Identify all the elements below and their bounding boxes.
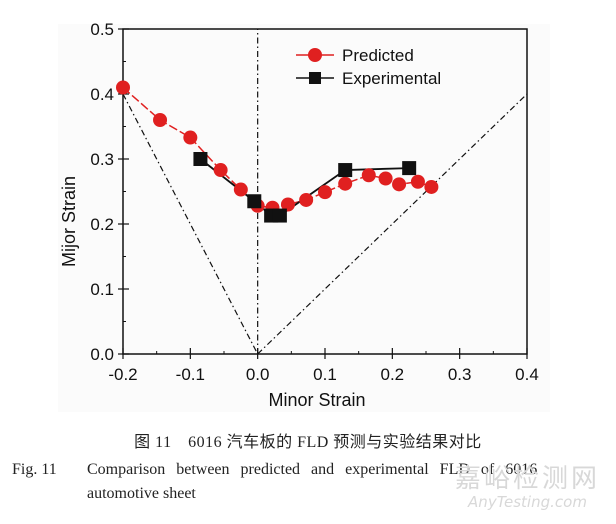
reference-lines bbox=[122, 29, 528, 355]
y-ticks: 0.0 0.1 0.2 0.3 0.4 0.5 bbox=[90, 20, 129, 364]
data-point-predicted bbox=[183, 130, 198, 145]
series-lines bbox=[122, 86, 432, 217]
x-tick-label: -0.1 bbox=[176, 365, 205, 384]
series-line-experimental bbox=[199, 158, 410, 217]
data-point-predicted bbox=[318, 185, 332, 200]
series-line-predicted bbox=[122, 86, 432, 209]
data-point-experimental bbox=[402, 161, 417, 176]
reference-line-left-boundary bbox=[122, 93, 259, 355]
data-point-predicted bbox=[410, 174, 425, 189]
x-tick-label: 0.4 bbox=[515, 365, 539, 384]
data-point-experimental bbox=[247, 194, 262, 209]
data-point-predicted bbox=[378, 171, 393, 186]
figure-number: Fig. 11 bbox=[12, 461, 57, 478]
data-point-predicted bbox=[280, 197, 295, 212]
fld-chart: -0.2 -0.1 0.0 0.1 0.2 0.3 0.4 0.00.10.20.30.40… bbox=[59, 20, 539, 410]
y-axis-title: Mijor Strain bbox=[59, 176, 79, 267]
y-tick-label: 0.0 bbox=[90, 345, 114, 364]
data-point-experimental bbox=[338, 163, 353, 178]
x-tick-label: 0.1 bbox=[313, 365, 337, 384]
legend-predicted-marker bbox=[308, 48, 322, 62]
reference-line-right-boundary bbox=[257, 93, 528, 355]
caption-line-2: automotive sheet bbox=[87, 485, 196, 502]
x-tick-label: 0.0 bbox=[246, 365, 270, 384]
watermark: 嘉峪检测网 AnyTesting.com bbox=[455, 458, 600, 511]
x-ticks: -0.2 -0.1 0.0 0.1 0.2 0.3 0.4 bbox=[108, 348, 539, 384]
legend: Predicted Experimental bbox=[296, 46, 441, 88]
data-point-predicted bbox=[213, 163, 228, 178]
legend-predicted-label: Predicted bbox=[342, 46, 414, 65]
legend-experimental-marker bbox=[309, 72, 321, 84]
y-tick-label: 0.4 bbox=[90, 85, 114, 104]
data-point-predicted bbox=[116, 80, 130, 95]
legend-experimental-label: Experimental bbox=[342, 69, 441, 88]
x-axis-title: Minor Strain bbox=[268, 390, 365, 410]
data-point-experimental bbox=[272, 208, 287, 223]
figure-caption-chinese: 图 11 6016 汽车板的 FLD 预测与实验结果对比 bbox=[134, 434, 482, 451]
series-markers bbox=[116, 80, 439, 223]
y-tick-label: 0.3 bbox=[90, 150, 114, 169]
data-point-experimental bbox=[193, 152, 208, 166]
data-point-predicted bbox=[424, 179, 439, 194]
y-tick-label: 0.2 bbox=[90, 215, 114, 234]
watermark-chinese: 嘉峪检测网 bbox=[454, 464, 600, 494]
figure-caption-english: Fig. 11 Comparison between predicted and … bbox=[12, 461, 616, 503]
x-tick-label: 0.3 bbox=[448, 365, 472, 384]
data-point-predicted bbox=[338, 176, 353, 191]
data-point-predicted bbox=[361, 168, 376, 183]
data-point-predicted bbox=[153, 113, 168, 127]
plot-background bbox=[58, 24, 550, 412]
data-point-predicted bbox=[233, 182, 248, 197]
y-tick-label: 0.5 bbox=[90, 20, 114, 39]
data-point-predicted bbox=[392, 177, 407, 192]
watermark-english: AnyTesting.com bbox=[468, 493, 587, 511]
y-tick-label: 0.1 bbox=[90, 280, 114, 299]
data-point-predicted bbox=[299, 192, 314, 207]
caption-line-1: Comparison between predicted and experim… bbox=[87, 461, 538, 478]
x-tick-label: 0.2 bbox=[381, 365, 405, 384]
x-tick-label: -0.2 bbox=[108, 365, 137, 384]
